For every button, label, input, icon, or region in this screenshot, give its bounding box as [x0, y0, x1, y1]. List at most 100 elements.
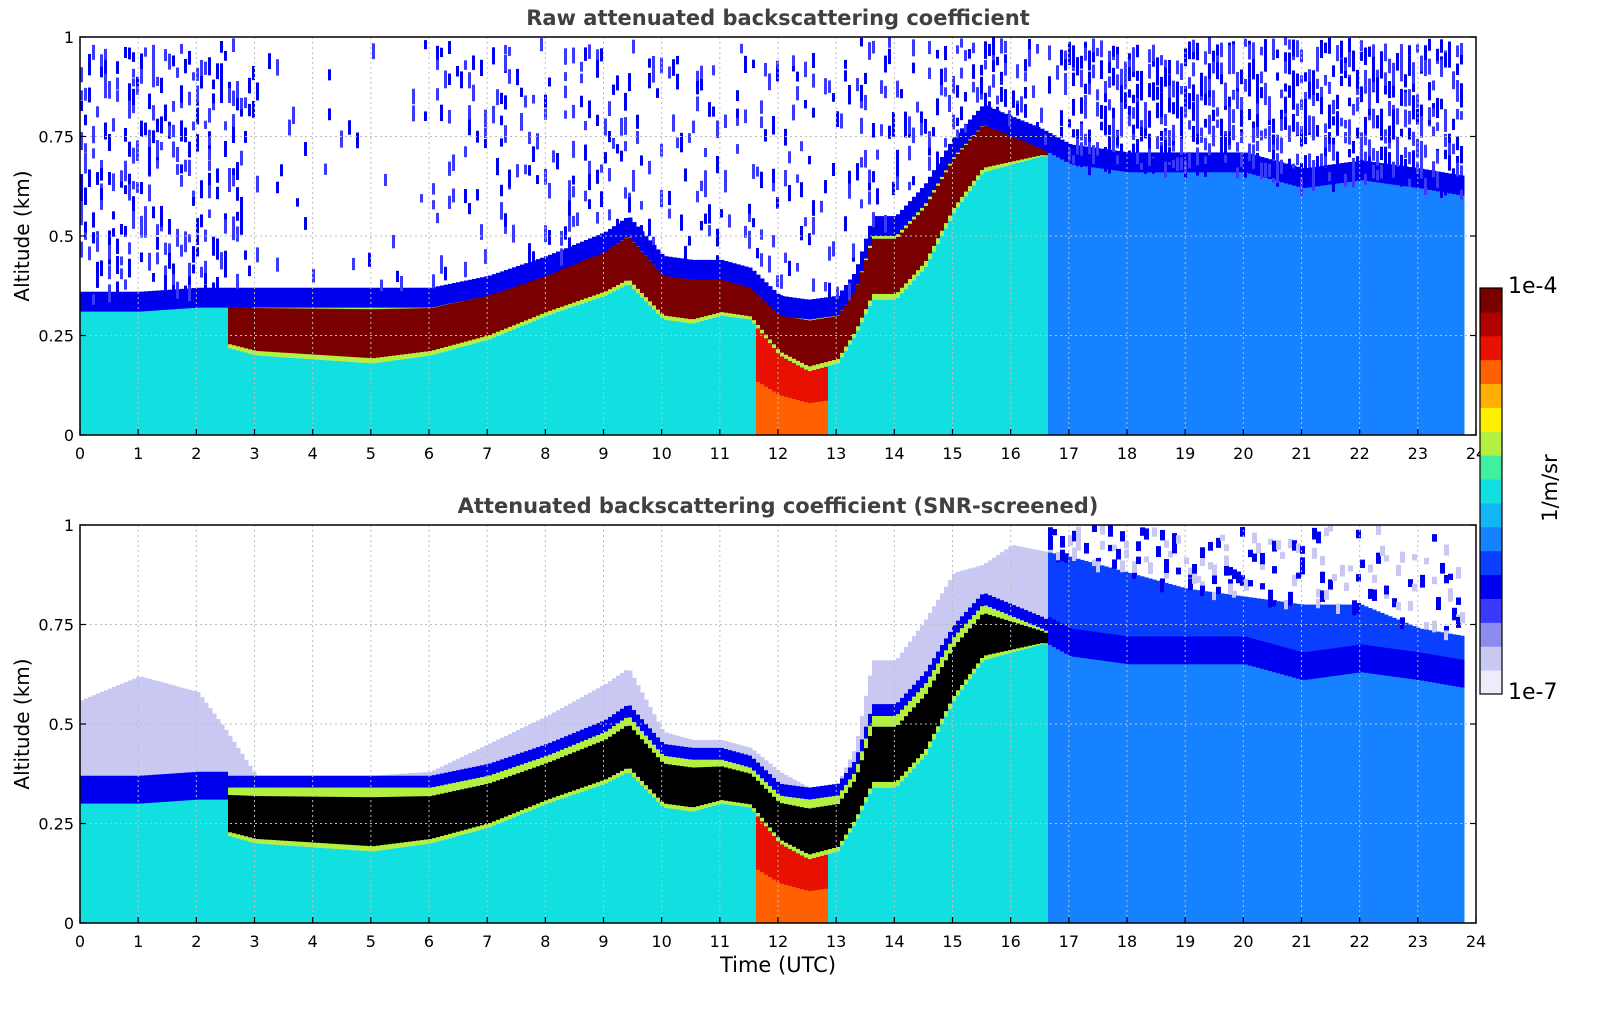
heatmap-cell [812, 319, 817, 366]
heatmap-cell [504, 95, 507, 110]
heatmap-cell [1340, 117, 1343, 127]
heatmap-cell [1104, 566, 1109, 650]
heatmap-cell [944, 67, 947, 83]
heatmap-cell [764, 826, 769, 875]
heatmap-cell [120, 775, 125, 804]
heatmap-cell [320, 308, 325, 356]
heatmap-cell [1436, 597, 1441, 604]
heatmap-cell [508, 756, 513, 769]
heatmap-cell [632, 169, 635, 187]
heatmap-cell [836, 851, 841, 923]
heatmap-cell [1456, 63, 1459, 76]
heatmap-cell [668, 744, 673, 757]
heatmap-cell [1448, 657, 1453, 686]
heatmap-cell [100, 303, 105, 435]
heatmap-cell [1108, 525, 1113, 537]
heatmap-cell [988, 658, 993, 923]
heatmap-cell [1132, 152, 1137, 173]
heatmap-cell [1276, 49, 1279, 59]
heatmap-cell [452, 283, 457, 303]
heatmap-cell [144, 122, 147, 136]
heatmap-cell [452, 349, 457, 435]
heatmap-cell [1316, 178, 1321, 435]
heatmap-cell [480, 59, 483, 77]
heatmap-cell [172, 789, 177, 923]
heatmap-cell [300, 287, 305, 308]
heatmap-cell [124, 279, 127, 290]
heatmap-cell [1128, 636, 1133, 665]
y-tick-label: 0.25 [38, 327, 74, 346]
heatmap-cell [952, 75, 955, 93]
heatmap-cell [1116, 54, 1119, 69]
heatmap-cell [248, 841, 253, 923]
heatmap-cell [212, 299, 217, 435]
heatmap-cell [268, 356, 273, 435]
heatmap-cell [1064, 50, 1067, 60]
heatmap-cell [900, 209, 905, 230]
heatmap-cell [1288, 596, 1293, 606]
heatmap-cell [1204, 164, 1209, 435]
heatmap-cell [1364, 172, 1369, 435]
heatmap-cell [1228, 583, 1233, 594]
heatmap-cell [1324, 74, 1327, 86]
heatmap-cell [1324, 590, 1329, 600]
heatmap-cell [932, 739, 937, 923]
heatmap-cell [1456, 597, 1461, 605]
heatmap-cell [232, 307, 237, 346]
heatmap-cell [132, 196, 135, 206]
heatmap-cell [1160, 157, 1163, 171]
heatmap-cell [972, 673, 977, 923]
heatmap-cell [804, 319, 809, 365]
heatmap-cell [1252, 160, 1255, 169]
heatmap-cell [656, 737, 661, 750]
heatmap-cell [1156, 75, 1159, 86]
heatmap-cell [732, 281, 737, 314]
heatmap-cell [288, 775, 293, 788]
heatmap-cell [916, 215, 921, 271]
heatmap-cell [1208, 64, 1211, 75]
heatmap-cell [448, 41, 451, 55]
heatmap-cell [1124, 68, 1127, 79]
heatmap-cell [1424, 61, 1427, 77]
heatmap-cell [876, 299, 881, 435]
heatmap-cell [580, 73, 583, 84]
heatmap-cell [1384, 614, 1389, 664]
heatmap-cell [472, 766, 477, 779]
y-tick-label: 0.5 [49, 715, 74, 734]
heatmap-cell [476, 830, 481, 923]
heatmap-cell [444, 304, 449, 347]
heatmap-cell [1040, 128, 1045, 149]
heatmap-cell [608, 101, 611, 116]
heatmap-cell [488, 275, 493, 296]
heatmap-cell [948, 165, 953, 216]
heatmap-cell [1320, 665, 1325, 923]
heatmap-cell [1148, 652, 1153, 923]
heatmap-cell [520, 771, 525, 811]
heatmap-cell [1200, 547, 1205, 559]
heatmap-cell [912, 280, 917, 435]
heatmap-cell [584, 259, 589, 299]
heatmap-cell [232, 795, 237, 834]
heatmap-cell [1156, 102, 1159, 119]
heatmap-cell [1300, 178, 1303, 196]
heatmap-cell [84, 157, 87, 174]
heatmap-cell [808, 808, 813, 855]
heatmap-cell [184, 285, 187, 300]
heatmap-cell [452, 188, 455, 203]
heatmap-cell [1376, 525, 1381, 535]
heatmap-cell [1204, 156, 1207, 168]
heatmap-cell [548, 182, 551, 199]
heatmap-cell [628, 773, 633, 923]
heatmap-cell [180, 174, 183, 187]
heatmap-cell [936, 243, 941, 435]
heatmap-cell [1252, 166, 1257, 435]
heatmap-cell [572, 244, 577, 265]
heatmap-cell [444, 792, 449, 835]
heatmap-cell [388, 287, 393, 308]
heatmap-cell [256, 355, 261, 435]
heatmap-cell [836, 286, 839, 300]
heatmap-cell [572, 186, 575, 198]
heatmap-cell [1172, 124, 1175, 142]
heatmap-cell [196, 287, 201, 308]
heatmap-cell [428, 287, 433, 308]
